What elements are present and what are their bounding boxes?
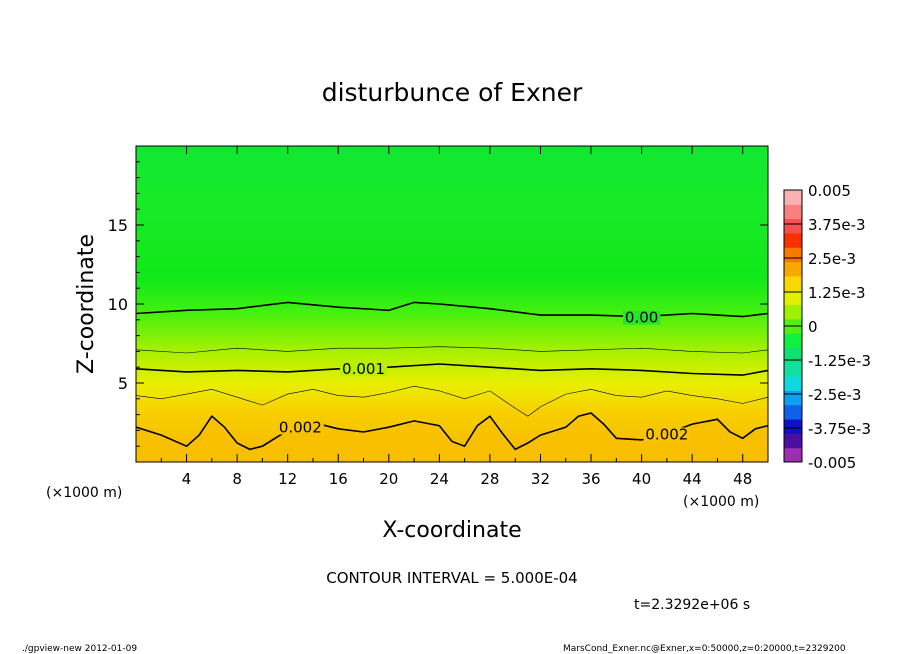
thin-contour-line — [136, 385, 768, 417]
chart-title: disturbunce of Exner — [322, 78, 583, 107]
contour-interval: CONTOUR INTERVAL = 5.000E-04 — [326, 569, 577, 587]
colorbar-segment — [784, 232, 802, 248]
x-tick-label: 36 — [581, 470, 600, 488]
x-unit-left: (×1000 m) — [46, 485, 122, 501]
contour-line — [136, 363, 768, 376]
x-tick-label: 24 — [430, 470, 449, 488]
contour-line — [136, 301, 768, 318]
contour-label-bg — [276, 420, 324, 435]
colorbar-segment — [784, 261, 802, 277]
colorbar-label: 3.75e-3 — [808, 216, 866, 234]
colorbar-segment — [784, 347, 802, 363]
field-fill — [136, 146, 768, 462]
x-tick-label: 48 — [733, 470, 752, 488]
contour-label: 0.002 — [645, 426, 688, 444]
colorbar-segment — [784, 190, 802, 205]
x-unit-right: (×1000 m) — [683, 494, 759, 510]
x-tick-label: 32 — [531, 470, 550, 488]
x-tick-label: 12 — [278, 470, 297, 488]
time-stamp: t=2.3292e+06 s — [634, 597, 750, 613]
footer-right: MarsCond_Exner.nc@Exner,x=0:50000,z=0:20… — [563, 644, 846, 654]
x-tick-label: 44 — [683, 470, 702, 488]
contour-label-bg — [622, 310, 661, 325]
contour-label-bg — [643, 427, 691, 442]
colorbar-segment — [784, 390, 802, 406]
x-tick-label: 8 — [232, 470, 242, 488]
colorbar-segment — [784, 447, 802, 463]
colorbar-segment — [784, 361, 802, 377]
x-tick-label: 20 — [379, 470, 398, 488]
y-axis-label: Z-coordinate — [74, 234, 99, 374]
y-tick-label: 10 — [108, 295, 128, 314]
x-tick-label: 16 — [329, 470, 348, 488]
x-tick-label: 28 — [480, 470, 499, 488]
contour-label: 0.00 — [625, 309, 658, 327]
colorbar-segment — [784, 218, 802, 234]
x-tick-label: 4 — [182, 470, 192, 488]
thin-contour-line — [136, 346, 768, 354]
colorbar-label: -1.25e-3 — [808, 352, 871, 370]
colorbar-label: 0.005 — [808, 182, 851, 200]
colorbar-label: -0.005 — [808, 454, 856, 472]
colorbar-label: -3.75e-3 — [808, 420, 871, 438]
colorbar-segment — [784, 376, 802, 391]
contour-label: 0.001 — [342, 360, 385, 378]
contour-label: 0.002 — [279, 418, 322, 436]
colorbar-segment — [784, 204, 802, 220]
x-axis-label: X-coordinate — [382, 518, 521, 543]
colorbar-label: 2.5e-3 — [808, 250, 856, 268]
y-tick-label: 15 — [108, 216, 128, 235]
colorbar-label: 1.25e-3 — [808, 284, 866, 302]
x-tick-label: 40 — [632, 470, 651, 488]
footer-left: ./gpview-new 2012-01-09 — [22, 644, 137, 654]
colorbar-segment — [784, 419, 802, 434]
y-tick-label: 5 — [118, 374, 128, 393]
x-axis-ticks: 4 8 12 16 20 24 28 32 36 40 44 48 — [160, 146, 752, 488]
colorbar-segment — [784, 433, 802, 449]
colorbar-label: -2.5e-3 — [808, 386, 861, 404]
plot-area: 0.00 0.001 0.002 0.002 — [136, 146, 768, 462]
y-axis-ticks: 5 10 15 — [108, 161, 768, 447]
colorbar-segment — [784, 275, 802, 291]
colorbar-segment — [784, 404, 802, 420]
colorbar-segment — [784, 333, 802, 348]
contour-label-bg — [340, 361, 387, 376]
colorbar-segment — [784, 304, 802, 320]
colorbar-segment — [784, 290, 802, 306]
colorbar-label: 0 — [808, 318, 818, 336]
warm-band — [136, 413, 768, 462]
contour-lines: 0.00 0.001 0.002 0.002 — [136, 301, 768, 451]
colorbar: 0.005 3.75e-3 2.5e-3 1.25e-3 0 -1.25e-3 -2.5e-… — [783, 182, 871, 472]
colorbar-segment — [784, 247, 802, 263]
